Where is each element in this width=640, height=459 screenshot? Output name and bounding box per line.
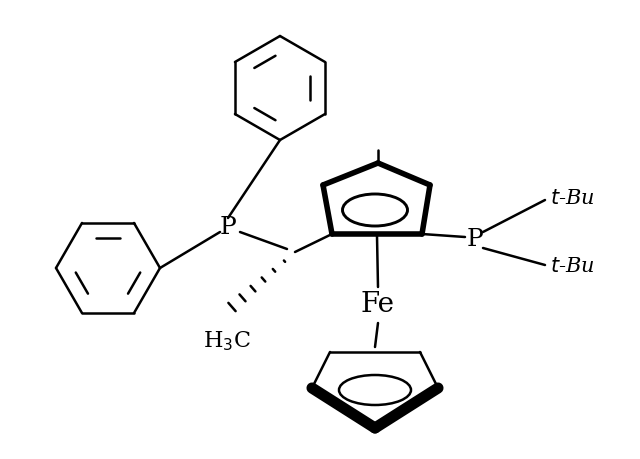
Text: $t$-Bu: $t$-Bu [550, 189, 595, 207]
Text: H$_3$C: H$_3$C [203, 329, 251, 353]
Text: Fe: Fe [361, 291, 395, 319]
Text: P: P [467, 229, 483, 252]
Text: $t$-Bu: $t$-Bu [550, 257, 595, 276]
Text: P: P [220, 217, 236, 240]
